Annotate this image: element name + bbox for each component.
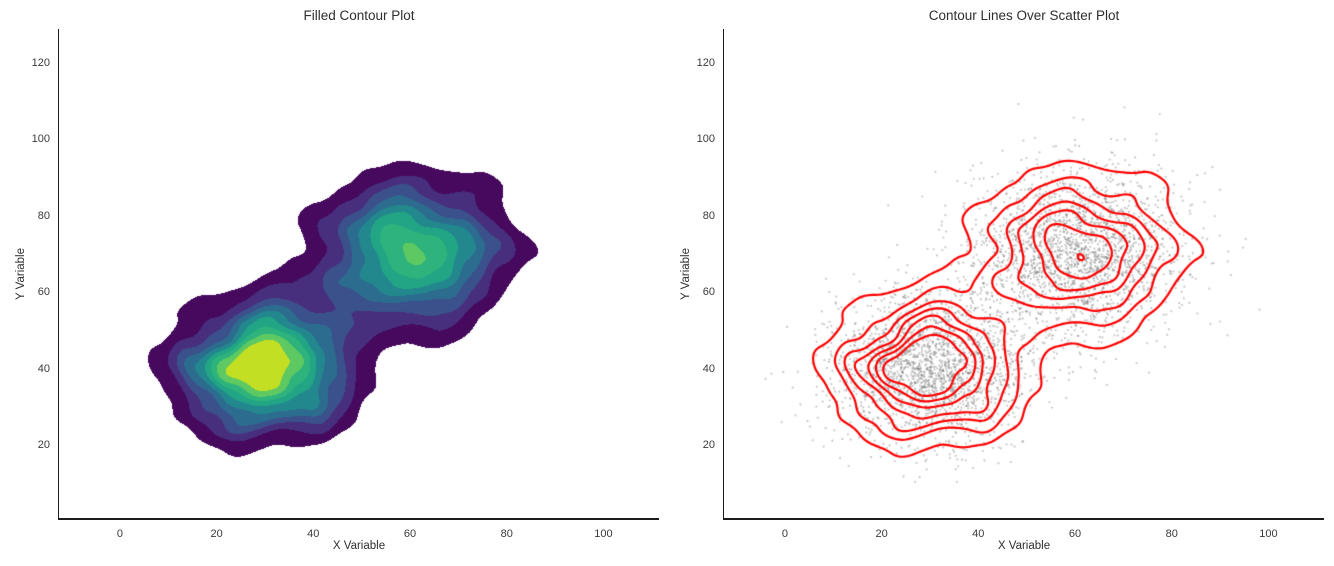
x-axis-label: X Variable <box>332 540 386 552</box>
x-tick-label: 20 <box>875 528 888 540</box>
x-tick-label: 80 <box>500 528 513 540</box>
x-axis-label: X Variable <box>997 540 1051 552</box>
x-tick-label: 40 <box>307 528 320 540</box>
y-tick-label: 100 <box>696 133 715 146</box>
bottom-spine <box>722 518 1324 520</box>
left-spine <box>722 29 724 520</box>
subplot-filled-contour: Filled Contour Plot Y Variable 0 20 40 60 80… <box>15 8 659 552</box>
y-tick-label: 60 <box>702 286 715 299</box>
y-tick-label: 80 <box>702 209 715 222</box>
bottom-spine <box>57 518 659 520</box>
x-tick-label: 20 <box>210 528 223 540</box>
x-tick-label: 80 <box>1165 528 1178 540</box>
x-tick-label: 0 <box>116 528 123 540</box>
y-tick-label: 120 <box>31 57 50 69</box>
x-tick-label: 100 <box>1259 528 1278 540</box>
plot-title: Contour Lines Over Scatter Plot <box>928 8 1120 23</box>
filled-contour-canvas <box>59 29 659 518</box>
y-tick-label: 40 <box>702 362 715 375</box>
left-spine <box>57 29 59 520</box>
x-tick-label: 60 <box>1068 528 1082 540</box>
subplot-contour-scatter: Contour Lines Over Scatter Plot Y Variab… <box>667 0 1334 566</box>
y-tick-label: 20 <box>37 439 50 452</box>
y-tick-label: 80 <box>37 209 50 222</box>
x-tick-label: 100 <box>594 528 613 540</box>
contour-scatter-canvas <box>724 29 1324 518</box>
y-tick-label: 40 <box>37 362 50 375</box>
y-tick-label: 100 <box>31 133 50 146</box>
x-tick-label: 0 <box>781 528 788 540</box>
x-tick-label: 40 <box>972 528 985 540</box>
plot-title: Filled Contour Plot <box>303 8 415 23</box>
x-tick-label: 60 <box>403 528 417 540</box>
y-tick-label: 120 <box>696 57 715 69</box>
y-tick-label: 60 <box>37 286 50 299</box>
y-tick-label: 20 <box>702 439 715 452</box>
